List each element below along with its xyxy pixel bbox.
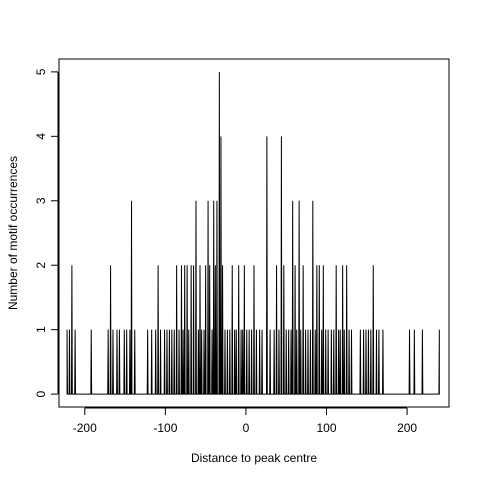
y-axis-ticks: 0 1 2 3 4 5 xyxy=(34,68,59,397)
y-tick-label: 1 xyxy=(34,326,48,333)
x-tick-label: -200 xyxy=(73,421,97,435)
x-tick-label: 200 xyxy=(397,421,417,435)
y-tick-label: 4 xyxy=(34,133,48,140)
x-axis-title: Distance to peak centre xyxy=(191,451,317,465)
series-line xyxy=(66,71,440,395)
y-axis-title: Number of motif occurrences xyxy=(6,156,20,310)
y-tick-label: 0 xyxy=(34,390,48,397)
x-axis-ticks: -200 -100 0 100 200 xyxy=(73,407,417,435)
y-tick-label: 3 xyxy=(34,197,48,204)
x-tick-label: 100 xyxy=(317,421,337,435)
x-tick-label: 0 xyxy=(243,421,250,435)
plot-frame xyxy=(58,58,450,408)
y-tick-label: 5 xyxy=(34,68,48,75)
y-tick-label: 2 xyxy=(34,262,48,269)
x-tick-label: -100 xyxy=(153,421,177,435)
